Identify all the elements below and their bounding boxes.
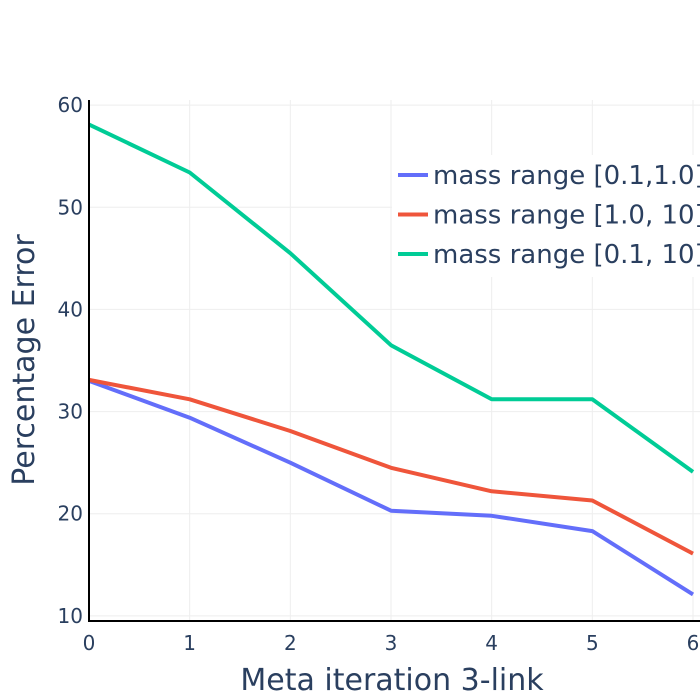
y-tick-label: 40 <box>58 297 83 321</box>
legend-label: mass range [0.1, 10] <box>433 240 700 270</box>
tick-labels: 0 1 2 3 4 5 6 10 20 30 40 50 60 <box>58 93 700 655</box>
legend[interactable]: mass range [0.1,1.0] mass range [1.0, 10]… <box>392 155 700 277</box>
y-axis-title: Percentage Error <box>7 234 42 486</box>
legend-item[interactable]: mass range [0.1, 10] <box>398 240 700 270</box>
legend-label: mass range [1.0, 10] <box>433 201 700 231</box>
axes <box>88 100 700 622</box>
series-lines <box>88 122 695 597</box>
y-tick-label: 10 <box>58 604 83 628</box>
legend-item[interactable]: mass range [1.0, 10] <box>398 201 700 231</box>
series-line-3 <box>88 122 695 474</box>
legend-background <box>392 155 700 277</box>
legend-label: mass range [0.1,1.0] <box>433 161 700 191</box>
x-tick-label: 0 <box>83 631 96 655</box>
y-tick-label: 30 <box>58 400 83 424</box>
y-tick-label: 20 <box>58 502 83 526</box>
x-tick-label: 6 <box>687 631 700 655</box>
x-tick-label: 2 <box>284 631 297 655</box>
y-tick-label: 50 <box>58 195 83 219</box>
y-tick-label: 60 <box>58 93 83 117</box>
series-line-2 <box>88 377 694 556</box>
x-tick-label: 3 <box>385 631 398 655</box>
legend-item[interactable]: mass range [0.1,1.0] <box>398 161 700 191</box>
x-tick-label: 1 <box>183 631 196 655</box>
series-line-1 <box>88 379 695 597</box>
x-tick-label: 5 <box>586 631 599 655</box>
x-axis-title: Meta iteration 3-link <box>240 663 544 698</box>
x-tick-label: 4 <box>485 631 498 655</box>
